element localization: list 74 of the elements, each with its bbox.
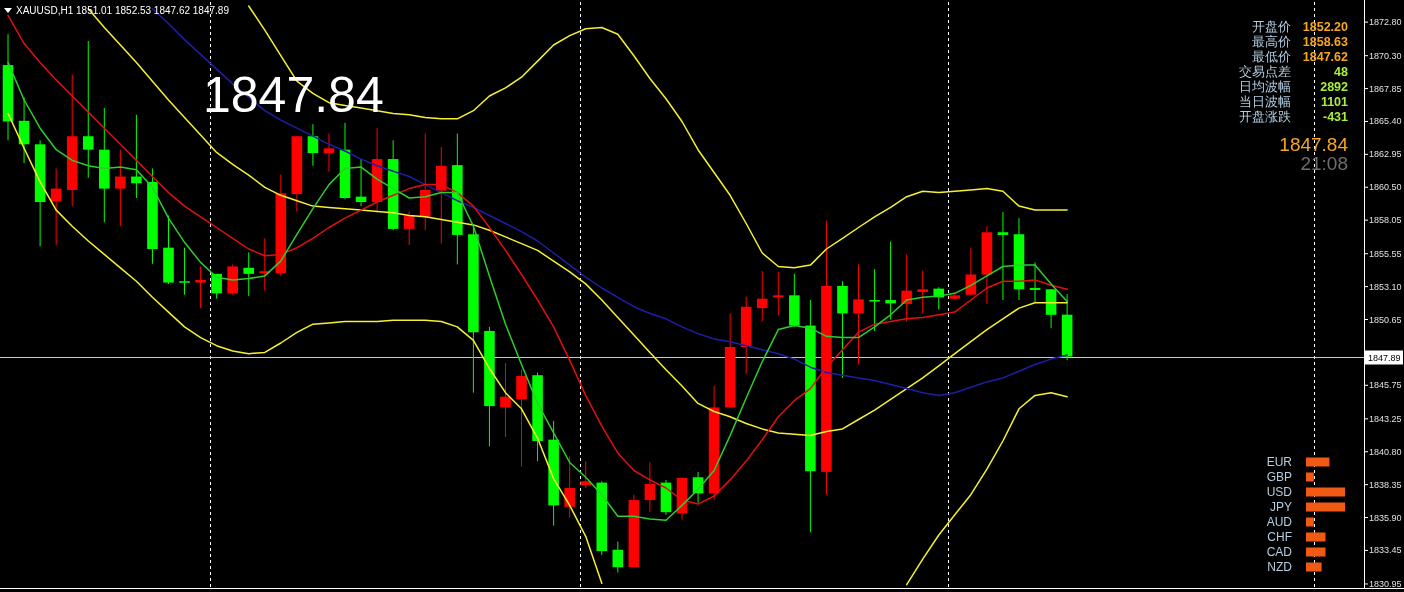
y-tick-label: GBP: [1266, 470, 1292, 484]
bar: [1306, 547, 1326, 557]
y-tick-label: 1853.10: [1369, 281, 1402, 292]
annotation: 48: [1334, 65, 1349, 79]
y-tick-label: JPY: [1269, 500, 1292, 514]
candlestick: [500, 362, 511, 438]
y-tick-label: 1838.35: [1369, 479, 1402, 490]
annotation: 当日波幅: [1239, 95, 1291, 109]
candlestick: [115, 149, 126, 227]
y-tick-label: AUD: [1266, 515, 1293, 529]
annotation: 最低价: [1252, 50, 1291, 64]
candlestick: [179, 247, 190, 296]
y-tick-label: 1865.40: [1369, 116, 1402, 127]
candlestick: [516, 369, 527, 467]
annotation: 1101: [1320, 95, 1349, 109]
bar: [1306, 562, 1322, 572]
y-tick-label: 1843.25: [1369, 413, 1402, 424]
annotation: 日均波幅: [1239, 80, 1291, 94]
y-tick-label: 1870.30: [1369, 50, 1402, 61]
y-tick-label: 1835.90: [1369, 512, 1402, 523]
bar: [1306, 487, 1345, 497]
bar: [1306, 472, 1314, 482]
annotation: 开盘价: [1252, 20, 1291, 34]
y-tick-label: 1833.45: [1369, 545, 1402, 556]
candlestick: [131, 114, 142, 199]
y-tick-label: 1855.55: [1369, 248, 1402, 259]
candlestick: [580, 460, 592, 489]
y-tick-label: 1850.65: [1369, 314, 1402, 325]
y-tick-label: 1860.50: [1369, 182, 1402, 193]
candlestick: [869, 268, 880, 332]
candlestick: [853, 263, 864, 365]
candlestick: [323, 133, 335, 173]
y-tick-label: CAD: [1266, 545, 1293, 559]
annotation: 2892: [1320, 80, 1349, 94]
line-series: [151, 7, 1068, 397]
bar: [1306, 502, 1345, 512]
candlestick: [307, 123, 319, 167]
annotation: -431: [1322, 110, 1349, 124]
annotation: 开盘涨跌: [1239, 110, 1291, 124]
y-tick-label: 1830.95: [1369, 578, 1402, 589]
annotation: 1847.62: [1302, 50, 1349, 64]
candlestick: [612, 541, 624, 574]
annotation: 1847.84: [1279, 134, 1349, 155]
annotation: 1852.20: [1302, 20, 1349, 34]
candlestick: [772, 271, 784, 316]
candlestick: [195, 265, 206, 309]
annotation: 21:08: [1300, 153, 1348, 174]
annotation: 最高价: [1252, 34, 1291, 49]
candlestick: [403, 210, 415, 246]
y-tick-label: EUR: [1266, 455, 1293, 469]
bar: [1306, 457, 1330, 467]
ref-line-label: 1847.89: [1368, 352, 1401, 363]
candlestick: [644, 461, 656, 513]
y-tick-label: 1862.95: [1369, 149, 1402, 160]
bar: [1306, 517, 1314, 527]
candlestick: [885, 241, 896, 320]
y-tick-label: 1840.80: [1369, 446, 1402, 457]
annotation: 1858.63: [1302, 35, 1349, 49]
y-tick-label: 1858.05: [1369, 215, 1402, 226]
candlestick: [564, 455, 575, 519]
candlestick: [997, 211, 1009, 301]
y-tick-label: NZD: [1267, 560, 1293, 574]
candlestick: [82, 40, 94, 179]
y-tick-label: 1845.75: [1369, 380, 1402, 391]
bar: [1306, 532, 1326, 542]
candlestick: [243, 251, 255, 297]
y-tick-label: USD: [1266, 485, 1293, 499]
candlestick: [756, 270, 768, 323]
candlestick: [1029, 261, 1041, 304]
candlestick: [917, 270, 928, 314]
y-tick-label: CHF: [1267, 530, 1292, 544]
y-tick-label: 1867.85: [1369, 83, 1402, 94]
annotation: 交易点差: [1239, 64, 1291, 79]
y-tick-label: 1872.80: [1369, 17, 1402, 28]
